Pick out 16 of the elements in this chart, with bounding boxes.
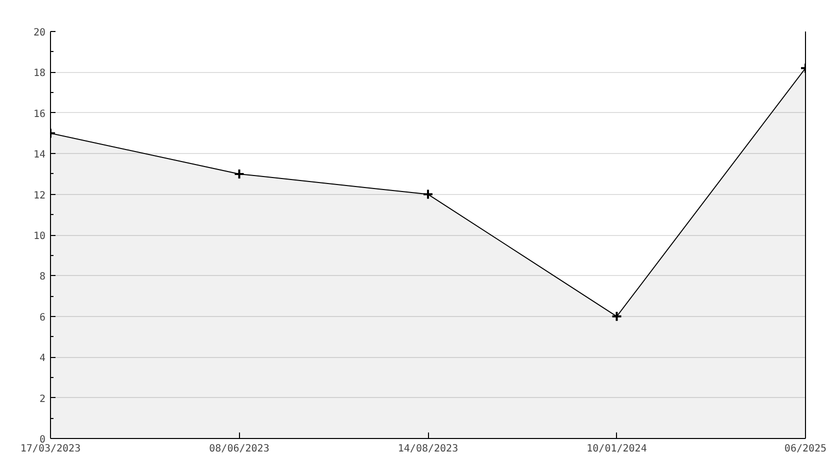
y-tick-label: 12 <box>33 190 46 202</box>
y-tick-label: 14 <box>33 150 46 161</box>
y-tick-label: 6 <box>39 312 46 324</box>
y-tick-label: 2 <box>39 394 46 405</box>
x-tick-label: 17/03/2023 <box>20 444 81 454</box>
y-tick-label: 0 <box>39 434 46 446</box>
y-tick-label: 20 <box>33 28 46 38</box>
x-tick-label: 10/01/2024 <box>586 444 647 454</box>
y-tick-label: 4 <box>39 353 46 364</box>
y-tick-label: 16 <box>33 108 46 120</box>
y-tick-label: 18 <box>33 68 46 80</box>
y-tick-label: 10 <box>33 231 46 242</box>
x-tick-label: 06/2025 <box>784 444 827 454</box>
y-tick-label: 8 <box>39 272 46 283</box>
x-tick-label: 14/08/2023 <box>398 444 458 454</box>
x-tick-label: 08/06/2023 <box>209 444 270 454</box>
